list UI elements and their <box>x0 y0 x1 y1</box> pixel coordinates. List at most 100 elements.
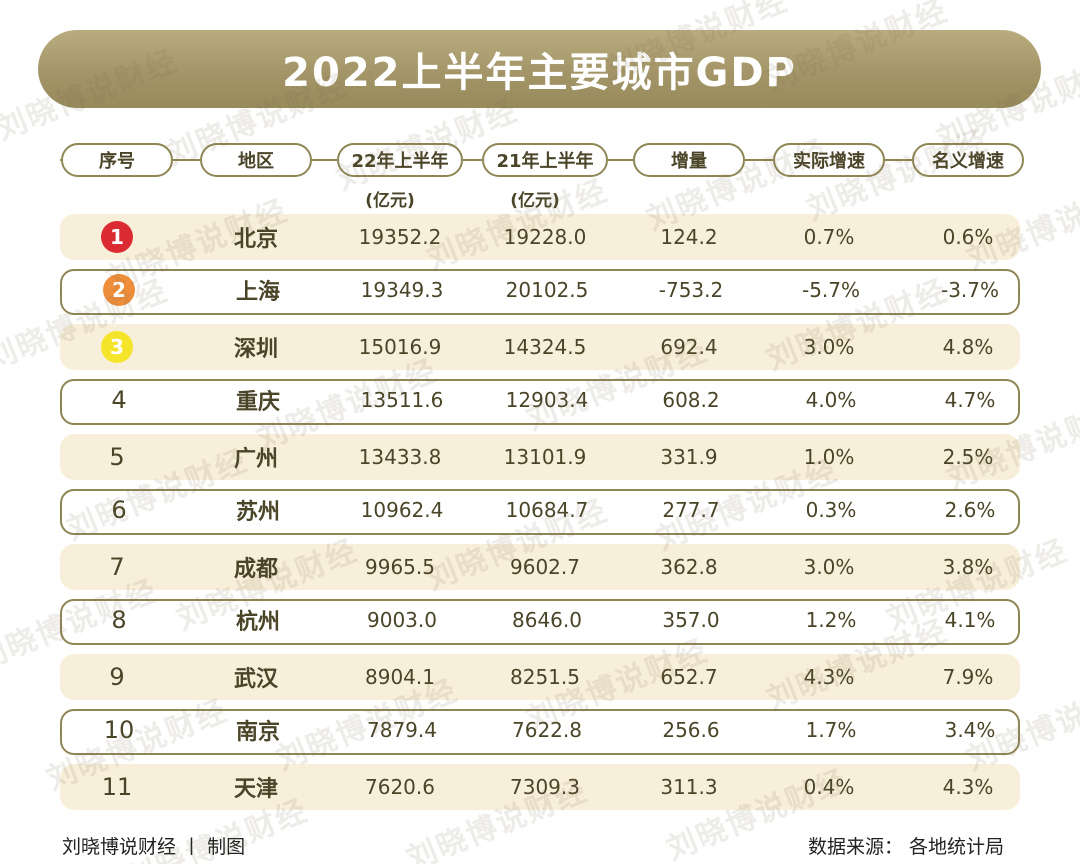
cell-gdp-2021h1: 9602.7 <box>510 555 580 579</box>
cell-city: 重庆 <box>235 390 280 415</box>
cell-nominal-growth: 3.4% <box>944 718 996 742</box>
cell-real-growth: 0.4% <box>803 775 855 799</box>
header-connector <box>608 159 633 161</box>
cell-increase: 331.9 <box>660 445 718 469</box>
column-header-increase: 增量 <box>633 143 745 177</box>
rank-badge: 1 <box>101 221 133 253</box>
cell-gdp-2022h1: 19349.3 <box>360 278 444 302</box>
cell-nominal-growth: 4.1% <box>944 608 996 632</box>
cell-gdp-2021h1: 7309.3 <box>510 775 580 799</box>
header-connector <box>173 159 200 161</box>
table-row: 8 杭州 9003.0 8646.0 357.0 1.2% 4.1% <box>60 599 1020 645</box>
header-connector <box>885 159 912 161</box>
cell-city: 成都 <box>233 557 278 582</box>
column-header-city: 地区 <box>200 143 312 177</box>
column-header-rank: 序号 <box>61 143 173 177</box>
column-unit-gdp-2022h1: (亿元) <box>365 191 415 211</box>
cell-real-growth: 1.2% <box>805 608 857 632</box>
title-banner: 2022上半年主要城市GDP <box>38 30 1041 108</box>
cell-increase: 357.0 <box>662 608 720 632</box>
cell-city: 南京 <box>235 720 280 745</box>
cell-gdp-2022h1: 7879.4 <box>367 718 437 742</box>
table-row: 1 北京 19352.2 19228.0 124.2 0.7% 0.6% <box>60 214 1020 260</box>
rank-badge: 3 <box>101 331 133 363</box>
chart-title: 2022上半年主要城市GDP <box>282 50 797 96</box>
cell-rank: 3 <box>57 324 177 370</box>
column-unit-gdp-2021h1: (亿元) <box>510 191 560 211</box>
table-row: 11 天津 7620.6 7309.3 311.3 0.4% 4.3% <box>60 764 1020 810</box>
cell-gdp-2021h1: 14324.5 <box>503 335 587 359</box>
cell-rank: 5 <box>109 443 125 471</box>
cell-nominal-growth: -3.7% <box>940 278 1000 302</box>
cell-city: 苏州 <box>235 500 280 525</box>
cell-nominal-growth: 2.6% <box>944 498 996 522</box>
cell-rank: 8 <box>111 606 127 634</box>
cell-city: 深圳 <box>233 337 278 362</box>
table-row: 10 南京 7879.4 7622.8 256.6 1.7% 3.4% <box>60 709 1020 755</box>
cell-city: 武汉 <box>233 667 278 692</box>
cell-rank: 1 <box>57 214 177 260</box>
cell-real-growth: 0.3% <box>805 498 857 522</box>
cell-increase: 362.8 <box>660 555 718 579</box>
cell-nominal-growth: 4.8% <box>942 335 994 359</box>
cell-gdp-2021h1: 10684.7 <box>505 498 589 522</box>
cell-real-growth: -5.7% <box>801 278 861 302</box>
table-row: 9 武汉 8904.1 8251.5 652.7 4.3% 7.9% <box>60 654 1020 700</box>
cell-real-growth: 3.0% <box>803 335 855 359</box>
cell-gdp-2022h1: 8904.1 <box>365 665 435 689</box>
cell-real-growth: 1.7% <box>805 718 857 742</box>
cell-nominal-growth: 2.5% <box>942 445 994 469</box>
cell-rank: 7 <box>109 553 125 581</box>
header-connector <box>463 159 482 161</box>
cell-rank: 11 <box>101 773 133 801</box>
rank-badge: 2 <box>103 274 135 306</box>
cell-increase: 311.3 <box>660 775 718 799</box>
cell-rank: 9 <box>109 663 125 691</box>
table-row: 4 重庆 13511.6 12903.4 608.2 4.0% 4.7% <box>60 379 1020 425</box>
cell-increase: -753.2 <box>658 278 724 302</box>
cell-increase: 124.2 <box>660 225 718 249</box>
cell-increase: 692.4 <box>660 335 718 359</box>
cell-nominal-growth: 7.9% <box>942 665 994 689</box>
column-header-gdp-2021h1: 21年上半年 <box>482 143 608 177</box>
cell-gdp-2021h1: 12903.4 <box>505 388 589 412</box>
cell-city: 广州 <box>233 447 278 472</box>
cell-increase: 652.7 <box>660 665 718 689</box>
column-header-gdp-2022h1: 22年上半年 <box>337 143 463 177</box>
cell-real-growth: 1.0% <box>803 445 855 469</box>
column-header-real-growth: 实际增速 <box>773 143 885 177</box>
cell-rank: 2 <box>59 269 179 311</box>
table-row: 2 上海 19349.3 20102.5 -753.2 -5.7% -3.7% <box>60 269 1020 315</box>
cell-real-growth: 3.0% <box>803 555 855 579</box>
cell-gdp-2021h1: 8646.0 <box>512 608 582 632</box>
cell-real-growth: 4.3% <box>803 665 855 689</box>
cell-gdp-2021h1: 19228.0 <box>503 225 587 249</box>
table-row: 7 成都 9965.5 9602.7 362.8 3.0% 3.8% <box>60 544 1020 590</box>
cell-gdp-2022h1: 13433.8 <box>358 445 442 469</box>
cell-gdp-2022h1: 7620.6 <box>365 775 435 799</box>
cell-gdp-2021h1: 20102.5 <box>505 278 589 302</box>
cell-nominal-growth: 4.7% <box>944 388 996 412</box>
cell-rank: 6 <box>111 496 127 524</box>
cell-city: 北京 <box>233 227 278 252</box>
footer-source: 数据来源： 各地统计局 <box>807 836 1004 858</box>
column-header-nominal-growth: 名义增速 <box>912 143 1024 177</box>
cell-city: 天津 <box>233 777 278 802</box>
cell-gdp-2022h1: 9003.0 <box>367 608 437 632</box>
cell-gdp-2021h1: 8251.5 <box>510 665 580 689</box>
cell-increase: 256.6 <box>662 718 720 742</box>
table-row: 3 深圳 15016.9 14324.5 692.4 3.0% 4.8% <box>60 324 1020 370</box>
cell-gdp-2022h1: 19352.2 <box>358 225 442 249</box>
footer-credit: 刘晓博说财经 丨 制图 <box>62 836 246 858</box>
table-row: 6 苏州 10962.4 10684.7 277.7 0.3% 2.6% <box>60 489 1020 535</box>
header-connector <box>60 159 61 161</box>
cell-nominal-growth: 4.3% <box>942 775 994 799</box>
cell-city: 杭州 <box>235 610 280 635</box>
cell-gdp-2022h1: 9965.5 <box>365 555 435 579</box>
cell-gdp-2022h1: 10962.4 <box>360 498 444 522</box>
cell-real-growth: 4.0% <box>805 388 857 412</box>
cell-increase: 608.2 <box>662 388 720 412</box>
table-header: 序号 地区 22年上半年 (亿元) 21年上半年 (亿元) 增量 实际增速 名义增速 <box>0 140 1080 211</box>
cell-city: 上海 <box>235 280 280 305</box>
